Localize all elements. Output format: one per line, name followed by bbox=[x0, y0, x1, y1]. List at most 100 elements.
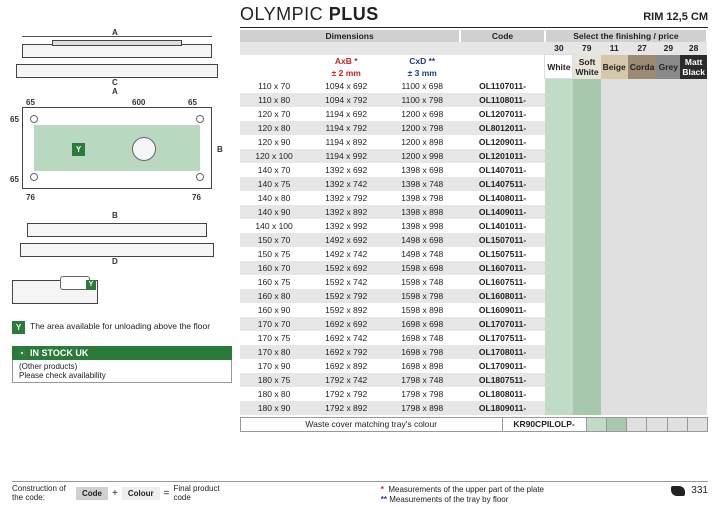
cell-finish bbox=[628, 121, 657, 135]
finish-code-79: 79 bbox=[573, 42, 601, 55]
cell-size: 150 x 70 bbox=[240, 233, 308, 247]
dim-label-65b: 65 bbox=[188, 98, 197, 107]
cell-axb: 1392 x 892 bbox=[308, 205, 384, 219]
hdr-finishing: Select the finishing / price bbox=[545, 30, 707, 42]
cell-finish bbox=[601, 317, 628, 331]
cell-size: 140 x 100 bbox=[240, 219, 308, 233]
cell-finish bbox=[601, 387, 628, 401]
cell-finish bbox=[628, 247, 657, 261]
cell-finish bbox=[680, 373, 707, 387]
spec-row: 170 x 801692 x 7921698 x 798OL1708011- bbox=[240, 345, 707, 359]
stock-sub2: Please check availability bbox=[19, 371, 225, 380]
cell-finish bbox=[601, 345, 628, 359]
cell-cxd: 1200 x 698 bbox=[384, 107, 460, 121]
cell-finish bbox=[656, 149, 680, 163]
cell-size: 140 x 80 bbox=[240, 191, 308, 205]
cell-axb: 1792 x 892 bbox=[308, 401, 384, 415]
cell-code: OL1807511- bbox=[460, 373, 545, 387]
cell-finish bbox=[656, 331, 680, 345]
cell-size: 120 x 90 bbox=[240, 135, 308, 149]
cell-finish bbox=[680, 177, 707, 191]
spec-row: 170 x 701692 x 6921698 x 698OL1707011- bbox=[240, 317, 707, 331]
cell-finish bbox=[601, 401, 628, 415]
cell-code: OL1808011- bbox=[460, 387, 545, 401]
cell-finish bbox=[680, 191, 707, 205]
cell-finish bbox=[545, 359, 573, 373]
cell-finish bbox=[545, 93, 573, 107]
cell-code: OL1607011- bbox=[460, 261, 545, 275]
spec-row: 160 x 751592 x 7421598 x 748OL1607511- bbox=[240, 275, 707, 289]
cell-size: 140 x 75 bbox=[240, 177, 308, 191]
cell-axb: 1492 x 692 bbox=[308, 233, 384, 247]
cell-finish bbox=[656, 275, 680, 289]
cell-size: 120 x 80 bbox=[240, 121, 308, 135]
stock-sub1: (Other products) bbox=[19, 362, 225, 371]
stock-bar: IN STOCK UK bbox=[12, 346, 232, 360]
cell-axb: 1592 x 692 bbox=[308, 261, 384, 275]
diagram-side-elevation: B D bbox=[12, 213, 222, 268]
cell-size: 160 x 70 bbox=[240, 261, 308, 275]
cell-cxd: 1698 x 798 bbox=[384, 345, 460, 359]
cell-finish bbox=[573, 331, 601, 345]
cell-finish bbox=[573, 177, 601, 191]
spec-row: 110 x 701094 x 6921100 x 698OL1107011- bbox=[240, 79, 707, 93]
dim-label-600: 600 bbox=[132, 98, 145, 107]
cell-finish bbox=[545, 107, 573, 121]
cell-finish bbox=[573, 373, 601, 387]
main-content: OLYMPIC PLUS RIM 12,5 CM Dimensions Code… bbox=[240, 0, 708, 432]
cell-axb: 1492 x 742 bbox=[308, 247, 384, 261]
cell-size: 120 x 100 bbox=[240, 149, 308, 163]
cell-finish bbox=[680, 149, 707, 163]
cell-cxd: 1798 x 748 bbox=[384, 373, 460, 387]
hdr-dimensions: Dimensions bbox=[240, 30, 460, 42]
cell-axb: 1592 x 892 bbox=[308, 303, 384, 317]
cell-finish bbox=[545, 191, 573, 205]
cell-finish bbox=[656, 177, 680, 191]
waste-f79 bbox=[606, 417, 626, 431]
cell-size: 160 x 75 bbox=[240, 275, 308, 289]
footer-colour-box: Colour bbox=[122, 487, 160, 500]
spec-row: 180 x 901792 x 8921798 x 898OL1809011- bbox=[240, 401, 707, 415]
finish-code-27: 27 bbox=[628, 42, 657, 55]
cell-finish bbox=[628, 191, 657, 205]
cell-code: OL1707511- bbox=[460, 331, 545, 345]
cell-finish bbox=[680, 401, 707, 415]
cell-finish bbox=[545, 219, 573, 233]
cell-finish bbox=[601, 359, 628, 373]
cell-finish bbox=[601, 79, 628, 93]
cell-finish bbox=[573, 149, 601, 163]
cell-finish bbox=[680, 205, 707, 219]
cell-cxd: 1200 x 798 bbox=[384, 121, 460, 135]
cell-finish bbox=[628, 233, 657, 247]
cell-finish bbox=[628, 177, 657, 191]
cell-finish bbox=[545, 387, 573, 401]
legend-unloading-text: The area available for unloading above t… bbox=[30, 321, 210, 331]
cell-finish bbox=[628, 401, 657, 415]
cell-code: OL1507011- bbox=[460, 233, 545, 247]
cell-axb: 1094 x 792 bbox=[308, 93, 384, 107]
cell-axb: 1592 x 742 bbox=[308, 275, 384, 289]
cell-finish bbox=[601, 261, 628, 275]
cell-size: 160 x 80 bbox=[240, 289, 308, 303]
finish-code-30: 30 bbox=[545, 42, 573, 55]
cell-code: OL1407511- bbox=[460, 177, 545, 191]
cell-finish bbox=[545, 149, 573, 163]
cell-finish bbox=[628, 93, 657, 107]
cell-finish bbox=[680, 387, 707, 401]
cell-code: OL1201011- bbox=[460, 149, 545, 163]
cell-finish bbox=[601, 177, 628, 191]
cell-finish bbox=[656, 191, 680, 205]
star1-text: Measurements of the upper part of the pl… bbox=[388, 485, 544, 494]
cell-cxd: 1398 x 698 bbox=[384, 163, 460, 177]
cell-cxd: 1498 x 698 bbox=[384, 233, 460, 247]
cell-code: OL1108011- bbox=[460, 93, 545, 107]
cell-code: OL1408011- bbox=[460, 191, 545, 205]
cell-cxd: 1598 x 698 bbox=[384, 261, 460, 275]
cell-finish bbox=[601, 233, 628, 247]
cell-finish bbox=[545, 205, 573, 219]
cell-finish bbox=[656, 401, 680, 415]
cell-finish bbox=[573, 233, 601, 247]
cell-cxd: 1100 x 798 bbox=[384, 93, 460, 107]
cell-code: OL1707011- bbox=[460, 317, 545, 331]
cell-finish bbox=[656, 135, 680, 149]
